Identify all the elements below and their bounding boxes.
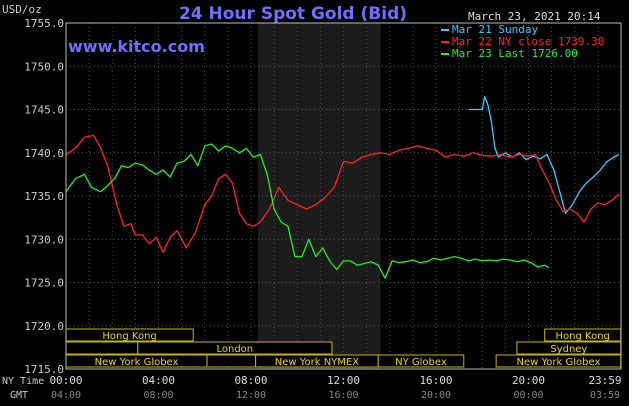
- gmt-label: GMT: [10, 390, 28, 401]
- series-line-2: [65, 143, 550, 279]
- y-tick-label: 1735.0: [24, 190, 64, 203]
- session-label: New York NYMEX: [275, 357, 360, 368]
- x-tick-label-gmt: 12:00: [236, 390, 266, 401]
- y-tick-label: 1745.0: [24, 104, 64, 117]
- series-line-0: [468, 95, 620, 214]
- chart-title: 24 Hour Spot Gold (Bid): [179, 4, 407, 24]
- y-tick-label: 1740.0: [24, 147, 64, 160]
- session-label: New York Globex: [517, 357, 601, 368]
- y-tick-label: 1725.0: [24, 277, 64, 290]
- x-tick-label-ny: 12:00: [327, 374, 360, 387]
- chart-timestamp: March 23, 2021 20:14: [468, 10, 601, 23]
- x-tick-label-gmt: 00:00: [513, 390, 543, 401]
- gridlines: [66, 22, 621, 370]
- series-line-1: [65, 134, 620, 253]
- session-label: Hong Kong: [556, 331, 610, 342]
- x-tick-label-ny: 08:00: [234, 374, 267, 387]
- session-label: New York Globex: [95, 357, 179, 368]
- y-tick-label: 1720.0: [24, 320, 64, 333]
- ny-time-label: NY Time: [2, 376, 44, 387]
- plot-frame: [65, 22, 622, 370]
- x-tick-label-gmt: 03:59: [590, 390, 620, 401]
- y-tick-label: 1715.0: [24, 363, 64, 376]
- session-label: NY Globex: [395, 357, 447, 368]
- x-tick-label-ny: 20:00: [512, 374, 545, 387]
- x-tick-label-ny: 00:00: [49, 374, 82, 387]
- market-sessions: Hong Kong Hong Kong Sydney London New York G…: [65, 328, 622, 368]
- y-tick-label: 1730.0: [24, 233, 64, 246]
- x-tick-label-gmt: 20:00: [421, 390, 451, 401]
- x-tick-labels: 00:00 04:00 04:00 08:00 08:00 12:00 12:00 16:00…: [49, 374, 621, 401]
- y-tick-labels: 1755.0 1750.0 1745.0 1740.0 1735.0 1730.0 1725…: [24, 17, 64, 376]
- x-tick-label-ny: 23:59: [588, 374, 621, 387]
- x-tick-label-ny: 16:00: [419, 374, 452, 387]
- x-tick-label-ny: 04:00: [142, 374, 175, 387]
- website-watermark[interactable]: www.kitco.com: [68, 37, 205, 56]
- legend-entry: Mar 22 NY close 1739.30: [452, 35, 604, 48]
- y-tick-label: 1750.0: [24, 60, 64, 73]
- legend-entry: Mar 21 Sunday: [452, 23, 538, 36]
- session-label: London: [216, 344, 253, 355]
- session-label: Hong Kong: [102, 331, 156, 342]
- y-tick-label: 1755.0: [24, 17, 64, 30]
- session-box: [65, 341, 139, 355]
- legend-entry: Mar 23 Last 1726.00: [452, 47, 578, 60]
- session-box: [206, 354, 257, 368]
- session-box: [377, 354, 465, 368]
- x-tick-label-gmt: 04:00: [51, 390, 81, 401]
- x-tick-label-gmt: 08:00: [143, 390, 173, 401]
- x-tick-label-gmt: 16:00: [328, 390, 358, 401]
- session-label: Sydney: [550, 344, 587, 355]
- series-lines: [65, 95, 620, 279]
- y-axis-label: USD/oz: [2, 3, 42, 16]
